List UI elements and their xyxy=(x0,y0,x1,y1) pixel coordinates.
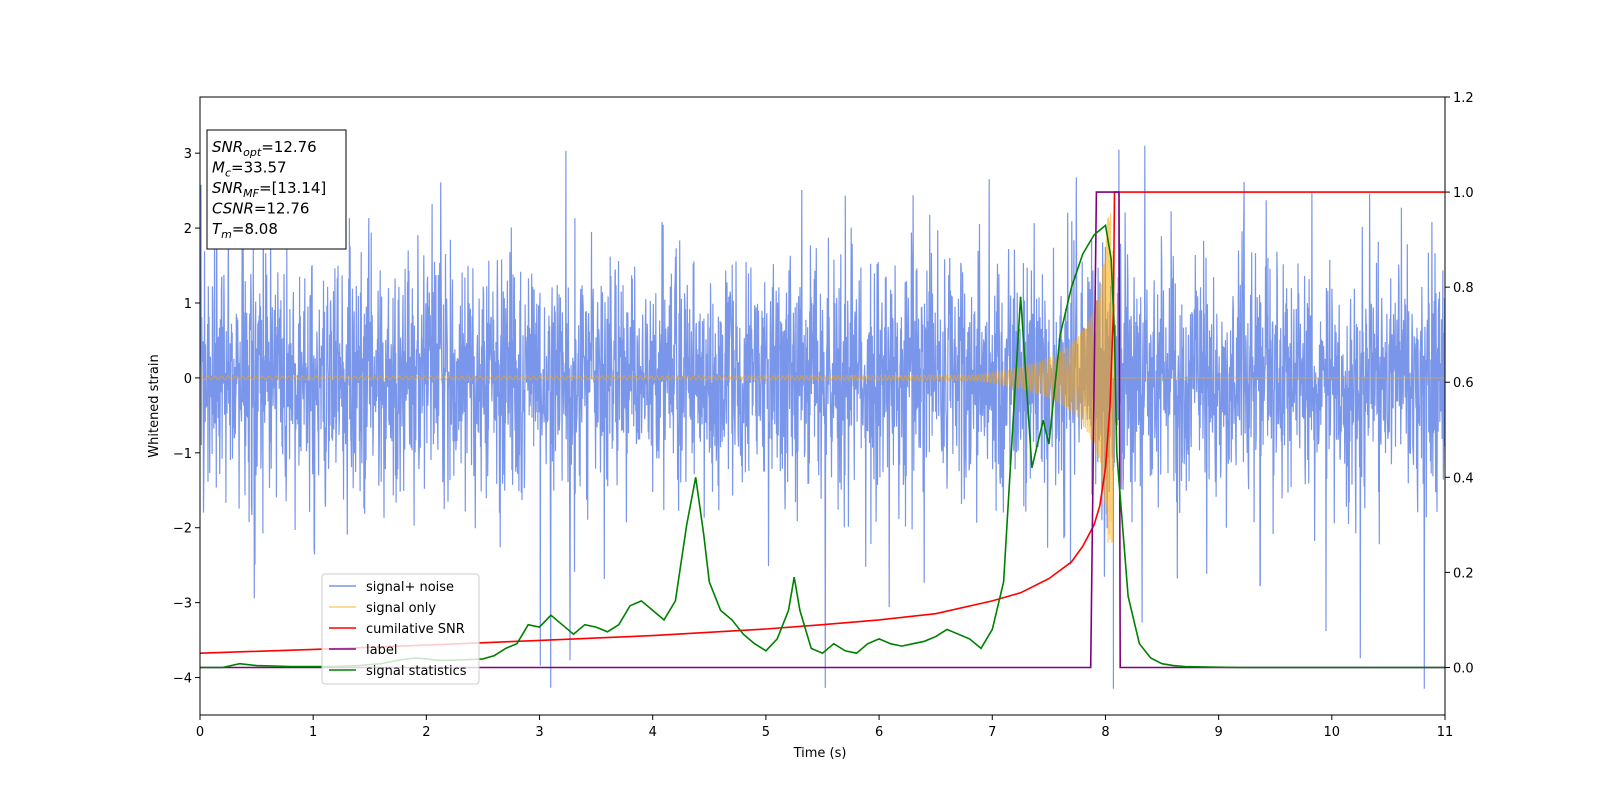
x-tick-label: 4 xyxy=(649,725,657,740)
y2-tick-label: 0.8 xyxy=(1453,281,1474,296)
annotation-line: SNRMF=[13.14] xyxy=(212,179,326,200)
x-tick-label: 8 xyxy=(1101,725,1109,740)
y2-tick-label: 0.2 xyxy=(1453,566,1474,581)
x-tick-label: 9 xyxy=(1214,725,1222,740)
x-tick-label: 11 xyxy=(1437,725,1454,740)
y-tick-label: 1 xyxy=(184,297,192,312)
y-tick-label: −4 xyxy=(173,672,192,687)
legend-entry: signal+ noise xyxy=(366,580,454,595)
x-tick-label: 3 xyxy=(535,725,543,740)
x-tick-label: 1 xyxy=(309,725,317,740)
stats-annotation-box: SNRopt=12.76Mc=33.57SNRMF=[13.14]CSNR=12… xyxy=(206,129,347,250)
y2-tick-label: 1.0 xyxy=(1453,186,1474,201)
y-tick-label: 3 xyxy=(184,147,192,162)
y2-tick-label: 0.4 xyxy=(1453,471,1474,486)
y-tick-label: 0 xyxy=(184,372,192,387)
legend-entry: label xyxy=(366,643,397,658)
x-tick-label: 6 xyxy=(875,725,883,740)
axes: 0 1 2 3 4 5 6 7 8 9 10 11 −4 −3 −2 −1 0 1 2 3 0.0 0.2 0.4 0.6 0.… xyxy=(173,91,1474,740)
x-tick-label: 10 xyxy=(1324,725,1341,740)
y2-tick-label: 1.2 xyxy=(1453,91,1474,106)
y-tick-label: −1 xyxy=(173,447,192,462)
x-tick-label: 0 xyxy=(196,725,204,740)
y-axis-label: Whitened strain xyxy=(147,354,162,457)
series-signal-only-line xyxy=(200,213,1445,543)
x-tick-label: 2 xyxy=(422,725,430,740)
y-tick-label: 2 xyxy=(184,222,192,237)
annotation-line: Tm=8.08 xyxy=(212,220,278,241)
x-tick-label: 5 xyxy=(762,725,770,740)
x-tick-label: 7 xyxy=(988,725,996,740)
y-tick-label: −2 xyxy=(173,522,192,537)
legend: signal+ noise signal only cumilative SNR la… xyxy=(321,573,480,685)
legend-entry: signal only xyxy=(366,601,436,616)
annotation-line: CSNR=12.76 xyxy=(212,200,309,218)
legend-frame xyxy=(321,573,480,685)
x-axis-label: Time (s) xyxy=(793,746,847,761)
y2-tick-label: 0.6 xyxy=(1453,376,1474,391)
annotation-line: Mc=33.57 xyxy=(212,159,287,180)
y2-tick-label: 0.0 xyxy=(1453,661,1474,676)
annotation-frame xyxy=(206,129,347,250)
y-tick-label: −3 xyxy=(173,597,192,612)
series-label-line xyxy=(200,191,1445,669)
annotation-line: SNRopt=12.76 xyxy=(212,138,317,159)
legend-entry: signal statistics xyxy=(366,664,467,679)
plot-frame xyxy=(199,96,1446,716)
series-cumilative-snr-line xyxy=(200,191,1445,654)
legend-entry: cumilative SNR xyxy=(366,622,465,637)
